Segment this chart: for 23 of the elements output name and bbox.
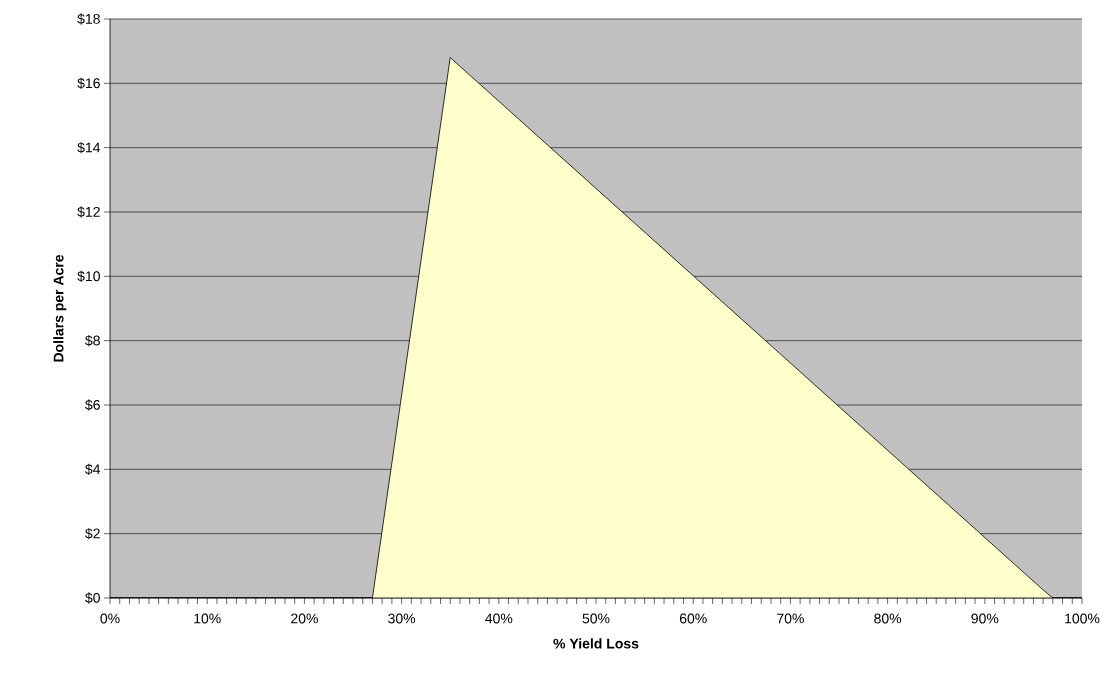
y-tick-label: $18	[77, 13, 100, 25]
x-axis-title: % Yield Loss	[553, 638, 639, 649]
x-tick-label: 100%	[1065, 613, 1100, 624]
x-tick-label: 40%	[485, 613, 513, 624]
y-tick-label: $0	[85, 592, 100, 604]
y-tick-label: $8	[85, 334, 100, 347]
y-tick-label: $10	[77, 270, 100, 282]
y-tick-label: $16	[77, 77, 100, 89]
y-axis-title: Dollars per Acre	[53, 254, 67, 362]
y-tick-label: $14	[77, 141, 101, 154]
x-tick-label: 20%	[291, 613, 318, 624]
x-tick-label: 0%	[100, 613, 120, 624]
x-tick-label: 70%	[777, 613, 804, 624]
x-tick-label: 10%	[194, 613, 221, 624]
x-tick-label: 90%	[971, 613, 999, 624]
y-tick-label: $6	[85, 399, 100, 411]
y-tick-label: $4	[85, 463, 101, 475]
y-tick-label: $12	[77, 206, 100, 218]
y-tick-label: $2	[85, 527, 100, 540]
x-tick-label: 30%	[388, 613, 416, 624]
x-tick-label: 50%	[582, 613, 610, 624]
x-tick-label: 80%	[874, 613, 902, 624]
x-tick-label: 60%	[679, 613, 707, 624]
